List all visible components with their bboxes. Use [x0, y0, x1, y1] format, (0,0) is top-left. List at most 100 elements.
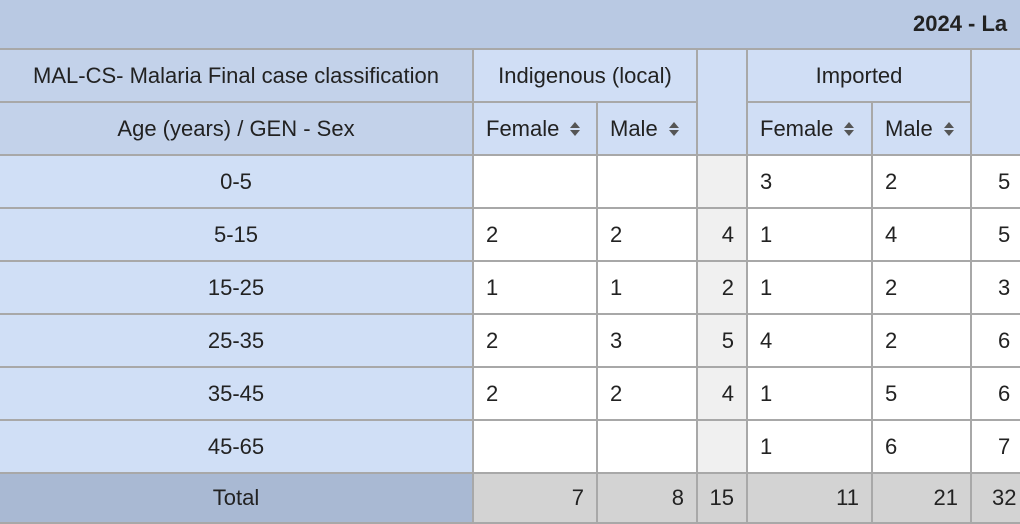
subtotal-cell: 3	[972, 262, 1020, 315]
subtotal-cell: 5	[698, 315, 748, 368]
total-cell-text: 8	[671, 485, 684, 510]
data-cell-text: 1	[486, 274, 499, 300]
data-cell-text: 3	[610, 327, 623, 353]
data-cell-text: 1	[760, 433, 773, 459]
row-label: 0-5	[0, 156, 474, 209]
data-cell-text: 1	[760, 380, 773, 406]
row-label: 15-25	[0, 262, 474, 315]
total-cell-text: 15	[709, 485, 734, 510]
subtotal-cell-text: 7	[998, 433, 1011, 459]
data-cell-text: 1	[760, 221, 773, 247]
sort-icon	[570, 121, 581, 136]
sort-icon	[844, 121, 855, 136]
total-cell-text: 32	[992, 485, 1017, 510]
total-cell-text: 21	[933, 485, 958, 510]
data-cell: 1	[748, 262, 873, 315]
data-cell-text: 6	[885, 433, 898, 459]
data-cell-text: 1	[760, 274, 773, 300]
data-cell-text: 1	[610, 274, 623, 300]
row-label-text: 35-45	[207, 380, 265, 406]
row-label-header-text: Age (years) / GEN - Sex	[117, 115, 355, 141]
table-title-text: 2024 - La	[913, 11, 1008, 36]
sub-header[interactable]: Male	[873, 103, 972, 156]
total-header	[972, 50, 1020, 156]
subtotal-cell-text: 5	[998, 221, 1011, 247]
sub-header[interactable]: Female	[748, 103, 873, 156]
total-cell: 7	[474, 474, 598, 524]
row-label-text: 25-35	[207, 327, 265, 353]
total-label: Total	[0, 474, 474, 524]
subtotal-cell: 6	[972, 368, 1020, 421]
data-cell-text: 2	[885, 168, 898, 194]
data-cell: 3	[748, 156, 873, 209]
total-cell: 21	[873, 474, 972, 524]
subtotal-header	[698, 50, 748, 156]
data-cell-text: 5	[885, 380, 898, 406]
row-label-header: Age (years) / GEN - Sex	[0, 103, 474, 156]
subtotal-cell	[698, 421, 748, 474]
data-cell: 3	[598, 315, 698, 368]
data-cell: 2	[598, 209, 698, 262]
row-label: 5-15	[0, 209, 474, 262]
subtotal-cell: 4	[698, 368, 748, 421]
row-dimension-text: MAL-CS- Malaria Final case classificatio…	[33, 62, 439, 88]
data-cell-text: 2	[486, 380, 499, 406]
data-cell: 2	[474, 315, 598, 368]
group-header: Imported	[748, 50, 972, 103]
sub-header-text: Male	[610, 115, 658, 141]
subtotal-cell-text: 6	[998, 327, 1011, 353]
data-cell-text: 2	[610, 380, 623, 406]
total-cell-text: 11	[836, 485, 859, 510]
data-cell-text: 4	[885, 221, 898, 247]
total-cell-text: 7	[571, 485, 584, 510]
subtotal-cell	[698, 156, 748, 209]
subtotal-cell: 6	[972, 315, 1020, 368]
row-label: 25-35	[0, 315, 474, 368]
total-cell: 32	[972, 474, 1020, 524]
total-cell: 11	[748, 474, 873, 524]
subtotal-cell: 5	[972, 156, 1020, 209]
data-cell: 2	[598, 368, 698, 421]
subtotal-cell-text: 4	[721, 221, 734, 247]
data-cell: 2	[474, 368, 598, 421]
sub-header[interactable]: Male	[598, 103, 698, 156]
data-cell: 1	[474, 262, 598, 315]
data-cell-text: 2	[885, 327, 898, 353]
subtotal-cell-text: 2	[721, 274, 734, 300]
data-cell-text: 4	[760, 327, 773, 353]
row-label-text: 45-65	[207, 433, 265, 459]
subtotal-cell: 4	[698, 209, 748, 262]
table-title: 2024 - La	[0, 0, 1020, 50]
subtotal-cell: 7	[972, 421, 1020, 474]
data-cell: 2	[474, 209, 598, 262]
row-label-text: 0-5	[220, 168, 252, 194]
data-cell-text: 3	[760, 168, 773, 194]
data-cell	[598, 156, 698, 209]
group-header: Indigenous (local)	[474, 50, 698, 103]
data-cell: 1	[598, 262, 698, 315]
data-cell: 5	[873, 368, 972, 421]
data-cell: 6	[873, 421, 972, 474]
group-header-text: Indigenous (local)	[498, 62, 672, 88]
data-cell-text: 2	[486, 221, 499, 247]
row-dimension: MAL-CS- Malaria Final case classificatio…	[0, 50, 474, 103]
subtotal-cell-text: 6	[998, 380, 1011, 406]
data-cell: 2	[873, 156, 972, 209]
sub-header[interactable]: Female	[474, 103, 598, 156]
total-label-text: Total	[212, 485, 260, 510]
subtotal-cell: 2	[698, 262, 748, 315]
sub-header-text: Male	[885, 115, 933, 141]
row-label: 45-65	[0, 421, 474, 474]
subtotal-cell: 5	[972, 209, 1020, 262]
row-label-text: 15-25	[207, 274, 265, 300]
data-cell: 2	[873, 262, 972, 315]
sort-icon	[943, 121, 954, 136]
data-cell: 4	[748, 315, 873, 368]
data-cell: 4	[873, 209, 972, 262]
data-cell	[474, 421, 598, 474]
data-cell-text: 2	[610, 221, 623, 247]
data-cell	[598, 421, 698, 474]
data-cell: 1	[748, 209, 873, 262]
total-cell: 15	[698, 474, 748, 524]
